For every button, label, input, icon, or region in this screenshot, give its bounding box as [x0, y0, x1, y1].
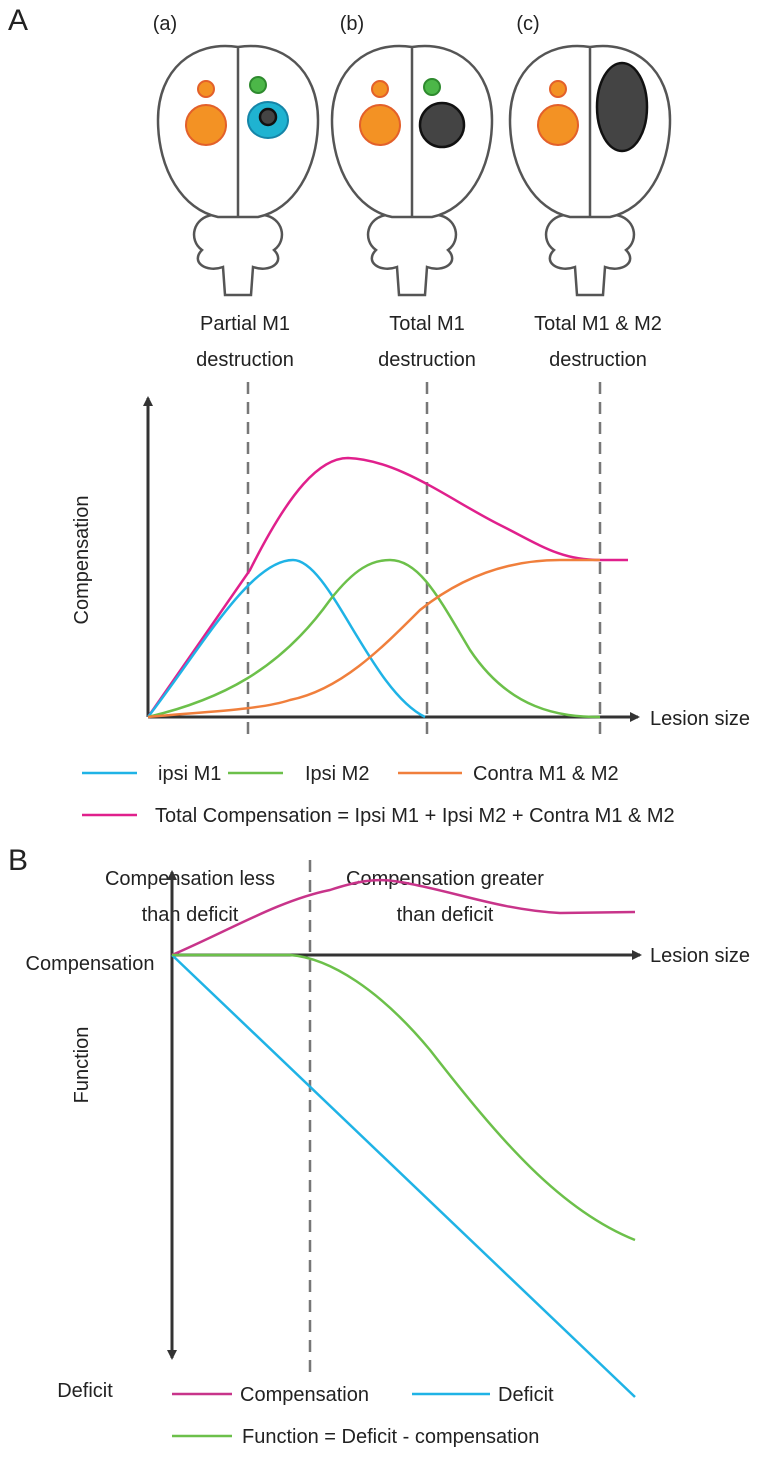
legend-text: ipsi M1 [158, 763, 221, 785]
region-text: Compensation less [105, 868, 275, 890]
region-text: than deficit [397, 904, 494, 926]
brain-b [330, 44, 494, 297]
brain-label: (c) [516, 13, 539, 35]
x-axis-label: Lesion size [650, 708, 750, 730]
caption: Total M1 & M2 [534, 313, 662, 335]
region-text: Compensation greater [346, 868, 544, 890]
legend-b [172, 1392, 490, 1438]
brain-label: (a) [153, 13, 177, 35]
region-text: than deficit [142, 904, 239, 926]
x-axis-label: Lesion size [650, 945, 750, 967]
caption: destruction [549, 349, 647, 371]
legend-text: Function = Deficit - compensation [242, 1426, 539, 1448]
y-bottom-label: Deficit [57, 1380, 113, 1402]
legend-text: Total Compensation = Ipsi M1 + Ipsi M2 +… [155, 805, 675, 827]
panel-label: B [8, 844, 28, 877]
graph-b [167, 860, 642, 1398]
brain-a [156, 44, 320, 297]
caption: Partial M1 [200, 313, 290, 335]
caption: destruction [196, 349, 294, 371]
caption: destruction [378, 349, 476, 371]
caption: Total M1 [389, 313, 465, 335]
graph-a [143, 382, 640, 742]
y-middle-label: Function [71, 1027, 93, 1104]
legend-text: Deficit [498, 1384, 554, 1406]
legend-text: Ipsi M2 [305, 763, 369, 785]
legend-a [82, 771, 462, 817]
brain-label: (b) [340, 13, 364, 35]
legend-text: Compensation [240, 1384, 369, 1406]
y-top-label: Compensation [26, 953, 155, 975]
panel-label: A [8, 4, 28, 37]
legend-text: Contra M1 & M2 [473, 763, 619, 785]
brain-c [508, 44, 672, 297]
y-axis-label: Compensation [71, 496, 93, 625]
